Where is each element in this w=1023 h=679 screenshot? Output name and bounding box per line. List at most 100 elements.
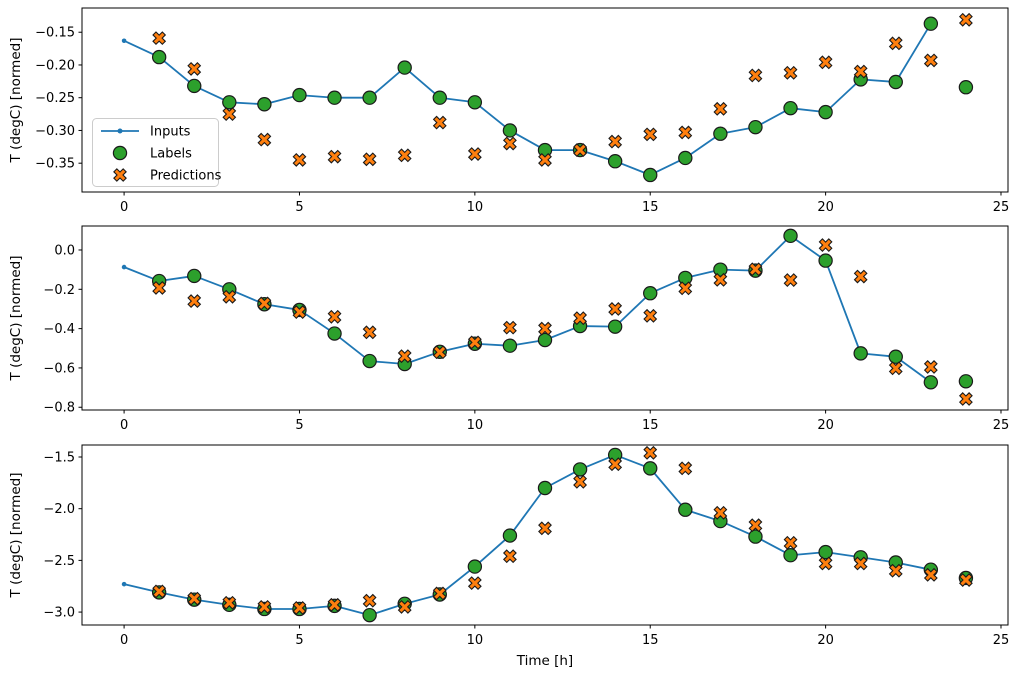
label-marker [187, 78, 202, 94]
y-tick-label: −1.5 [43, 450, 75, 465]
y-tick-label: 0.0 [54, 243, 75, 258]
x-tick-label: 15 [642, 633, 659, 648]
predictions-scatter-series [152, 238, 973, 406]
label-marker [502, 123, 518, 138]
x-tick-label: 0 [120, 633, 128, 648]
label-marker [187, 268, 202, 284]
prediction-marker [678, 281, 693, 296]
prediction-marker [397, 148, 412, 163]
prediction-marker [573, 474, 588, 489]
prediction-marker [713, 272, 728, 287]
label-marker [467, 559, 483, 574]
label-marker [643, 167, 658, 183]
axes-spines [81, 444, 1009, 626]
prediction-marker [502, 320, 517, 335]
prediction-marker [748, 68, 763, 83]
input-point-marker [121, 581, 127, 587]
label-marker [958, 80, 974, 95]
y-tick-label: −2.0 [43, 502, 75, 517]
y-axis-ticks: −1.5 −2.0 −2.5 −3.0 [43, 450, 82, 621]
x-tick-label: 10 [467, 633, 484, 648]
x-axis-label: Time [h] [516, 653, 573, 669]
prediction-marker [573, 143, 588, 158]
label-marker [362, 353, 377, 369]
legend-predictions-marker-sample [113, 168, 127, 182]
prediction-marker [643, 308, 658, 323]
prediction-marker [327, 149, 342, 164]
prediction-marker [222, 595, 237, 610]
prediction-marker [678, 461, 693, 476]
prediction-marker [327, 309, 342, 324]
prediction-marker [432, 586, 447, 601]
prediction-marker [573, 311, 588, 326]
prediction-marker [538, 152, 552, 167]
prediction-marker [958, 392, 973, 406]
prediction-marker [748, 518, 763, 533]
prediction-marker [292, 305, 307, 320]
legend-item-label: Labels [150, 147, 192, 162]
prediction-marker [818, 55, 833, 70]
prediction-marker [362, 152, 377, 167]
label-marker [678, 150, 693, 166]
label-marker [607, 154, 623, 169]
prediction-marker [362, 593, 377, 608]
prediction-marker [923, 567, 938, 582]
label-marker [888, 74, 903, 90]
prediction-marker [818, 238, 833, 252]
x-tick-label: 10 [467, 200, 484, 215]
prediction-marker [432, 345, 447, 360]
label-marker [818, 253, 833, 268]
x-tick-label: 0 [120, 418, 128, 433]
y-tick-label: −0.4 [43, 322, 75, 337]
subplot-2: 0 5 10 15 20 25 0.0 −0.2 −0.4 −0.6 −0.8 [43, 225, 1010, 433]
y-axis-label-subplot-1: T (degC) [normed] [8, 38, 24, 164]
label-marker [432, 90, 447, 105]
x-axis-ticks: 0 5 10 15 20 25 [120, 192, 1009, 215]
prediction-marker [292, 601, 307, 615]
prediction-marker [538, 521, 552, 536]
prediction-marker [608, 457, 623, 472]
prediction-marker [748, 262, 763, 277]
label-marker [537, 332, 553, 348]
x-tick-label: 15 [642, 200, 659, 215]
prediction-marker [222, 107, 237, 122]
y-tick-label: −0.6 [43, 361, 75, 376]
y-tick-label: −0.2 [43, 283, 75, 298]
label-marker [607, 319, 623, 334]
prediction-marker [502, 549, 517, 564]
x-tick-label: 20 [817, 418, 834, 433]
label-marker [958, 374, 974, 389]
prediction-marker [257, 296, 272, 311]
label-marker [783, 548, 798, 563]
y-tick-label: −0.25 [35, 91, 75, 106]
y-tick-label: −3.0 [43, 606, 75, 621]
prediction-marker [292, 152, 307, 167]
prediction-marker [152, 280, 167, 295]
prediction-marker [678, 125, 693, 140]
x-tick-label: 25 [993, 418, 1010, 433]
prediction-marker [502, 136, 517, 151]
label-marker [678, 270, 693, 286]
label-marker [222, 95, 237, 110]
legend-item-label: Predictions [150, 169, 222, 184]
y-tick-label: −0.30 [35, 124, 75, 139]
legend-inputs-dot-sample [117, 128, 123, 134]
label-marker [467, 95, 483, 110]
label-marker [643, 286, 658, 301]
y-tick-label: −0.20 [35, 58, 75, 73]
input-point-marker [121, 38, 127, 44]
x-tick-label: 25 [993, 633, 1010, 648]
predictions-scatter-series [152, 445, 973, 615]
subplot-3: 0 5 10 15 20 25 −1.5 −2.0 −2.5 −3.0 [43, 444, 1009, 648]
label-marker [818, 104, 833, 120]
x-tick-label: 20 [817, 633, 834, 648]
x-axis-ticks: 0 5 10 15 20 25 [120, 625, 1009, 648]
label-marker [923, 16, 939, 31]
label-marker [257, 97, 272, 112]
label-marker [783, 100, 798, 116]
label-marker [327, 326, 342, 341]
label-marker [292, 87, 307, 103]
label-marker [572, 462, 588, 477]
input-point-marker [121, 264, 127, 270]
